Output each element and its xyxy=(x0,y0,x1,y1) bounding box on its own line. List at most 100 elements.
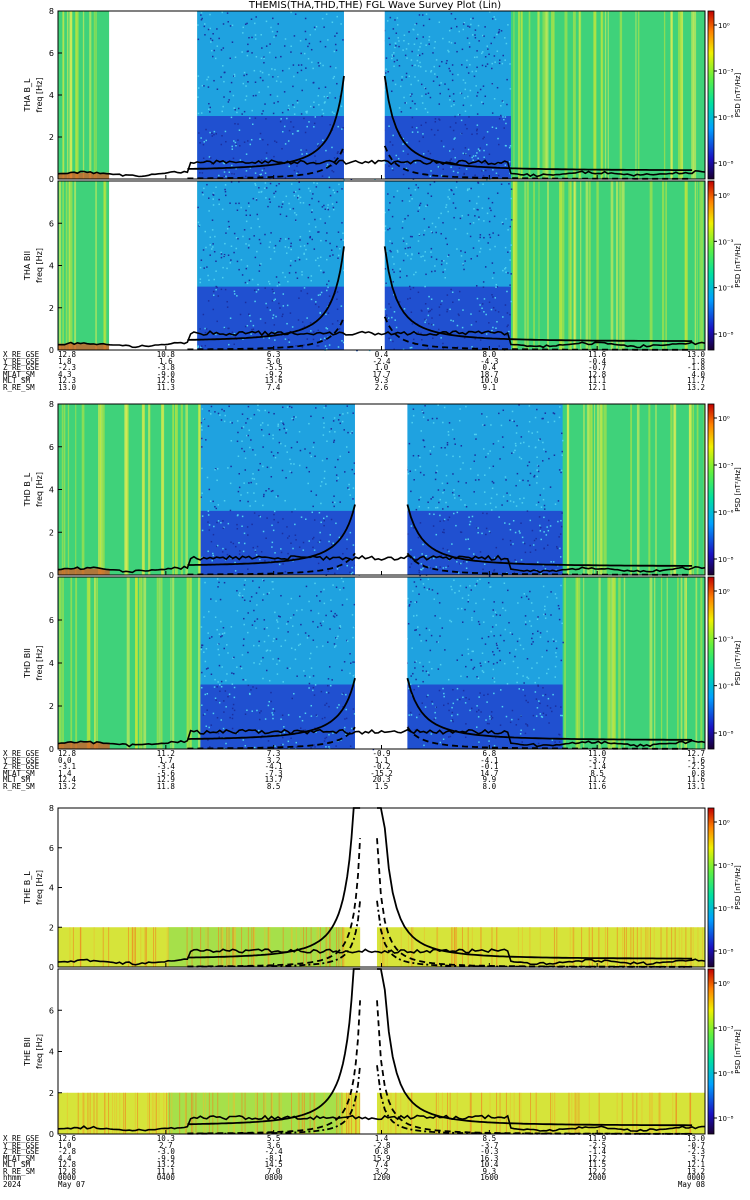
noise-speck xyxy=(294,260,297,262)
noise-speck xyxy=(427,347,430,350)
noise-speck xyxy=(220,143,223,146)
noise-speck xyxy=(482,137,484,140)
noise-speck xyxy=(222,626,225,629)
noise-speck xyxy=(317,329,320,332)
noise-speck xyxy=(285,195,288,198)
noise-speck xyxy=(240,206,242,209)
noise-speck xyxy=(319,539,322,542)
noise-speck xyxy=(503,118,505,121)
spectral-streak xyxy=(675,1092,677,1134)
noise-speck xyxy=(421,553,423,555)
orbit-value: 12.3 xyxy=(58,376,77,385)
noise-speck xyxy=(282,743,284,746)
noise-speck xyxy=(317,562,320,565)
noise-speck xyxy=(336,245,338,248)
noise-speck xyxy=(303,245,306,247)
noise-speck xyxy=(305,518,307,520)
noise-speck xyxy=(270,232,272,234)
spectral-streak xyxy=(659,1092,661,1134)
noise-speck xyxy=(407,153,409,155)
noise-speck xyxy=(331,679,333,681)
noise-speck xyxy=(205,725,208,727)
noise-speck xyxy=(306,242,309,245)
noise-speck xyxy=(292,126,295,128)
noise-speck xyxy=(450,719,452,722)
noise-speck xyxy=(445,206,447,209)
noise-speck xyxy=(392,169,394,171)
noise-speck xyxy=(482,568,484,571)
noise-speck xyxy=(294,508,296,510)
noise-speck xyxy=(483,621,485,623)
noise-speck xyxy=(308,422,310,425)
spectral-streak xyxy=(663,11,666,179)
spectral-streak xyxy=(265,1092,267,1134)
orbit-value: -0.3 xyxy=(480,1147,499,1156)
spectral-streak xyxy=(190,1092,192,1134)
noise-speck xyxy=(325,746,327,748)
noise-speck xyxy=(432,52,434,54)
noise-speck xyxy=(466,66,468,69)
noise-speck xyxy=(405,48,408,50)
noise-speck xyxy=(325,149,327,152)
spectral-streak xyxy=(134,1092,136,1134)
noise-speck xyxy=(444,83,446,85)
noise-speck xyxy=(314,226,317,228)
noise-speck xyxy=(313,331,315,333)
noise-speck xyxy=(338,704,340,706)
noise-speck xyxy=(268,411,270,414)
noise-speck xyxy=(243,532,246,535)
spectral-streak xyxy=(217,1092,219,1134)
noise-speck xyxy=(522,648,525,650)
noise-speck xyxy=(500,30,503,32)
orbit-value: 12.8 xyxy=(58,749,77,758)
noise-speck xyxy=(317,200,320,203)
noise-speck xyxy=(471,346,473,348)
noise-speck xyxy=(455,122,457,124)
noise-speck xyxy=(223,700,225,702)
noise-speck xyxy=(219,598,222,601)
noise-speck xyxy=(424,107,427,110)
noise-speck xyxy=(509,225,512,228)
noise-speck xyxy=(466,59,468,62)
noise-speck xyxy=(225,548,227,551)
noise-speck xyxy=(296,99,299,102)
orbit-value: 4.3 xyxy=(58,369,72,379)
noise-speck xyxy=(486,722,489,725)
spectral-streak xyxy=(641,1092,643,1134)
noise-speck xyxy=(290,121,292,123)
orbit-value: 7.0 xyxy=(266,1166,281,1176)
noise-speck xyxy=(509,652,511,654)
spectral-streak xyxy=(255,1092,257,1134)
noise-speck xyxy=(287,620,289,623)
noise-speck xyxy=(520,559,523,561)
noise-speck xyxy=(323,470,326,473)
noise-speck xyxy=(490,209,492,212)
noise-speck xyxy=(326,289,328,292)
noise-speck xyxy=(211,219,214,221)
spectral-streak xyxy=(547,181,549,350)
orbit-value: 11.9 xyxy=(588,1134,607,1143)
noise-speck xyxy=(490,630,492,633)
noise-speck xyxy=(273,36,275,38)
noise-speck xyxy=(276,30,279,33)
noise-speck xyxy=(442,271,444,273)
noise-speck xyxy=(450,27,453,30)
noise-speck xyxy=(276,285,279,287)
noise-speck xyxy=(312,81,315,84)
noise-speck xyxy=(481,170,483,172)
orbit-value: -0.1 xyxy=(480,762,499,771)
noise-speck xyxy=(498,31,500,33)
noise-speck xyxy=(354,661,356,663)
noise-speck xyxy=(301,321,304,323)
noise-speck xyxy=(286,537,289,539)
noise-speck xyxy=(313,126,315,128)
noise-speck xyxy=(506,78,508,81)
noise-speck xyxy=(233,251,235,254)
noise-speck xyxy=(434,226,437,228)
noise-speck xyxy=(324,45,327,48)
noise-speck xyxy=(293,113,296,115)
noise-speck xyxy=(467,599,470,601)
noise-speck xyxy=(223,711,225,713)
noise-speck xyxy=(207,28,210,31)
noise-speck xyxy=(453,512,455,515)
